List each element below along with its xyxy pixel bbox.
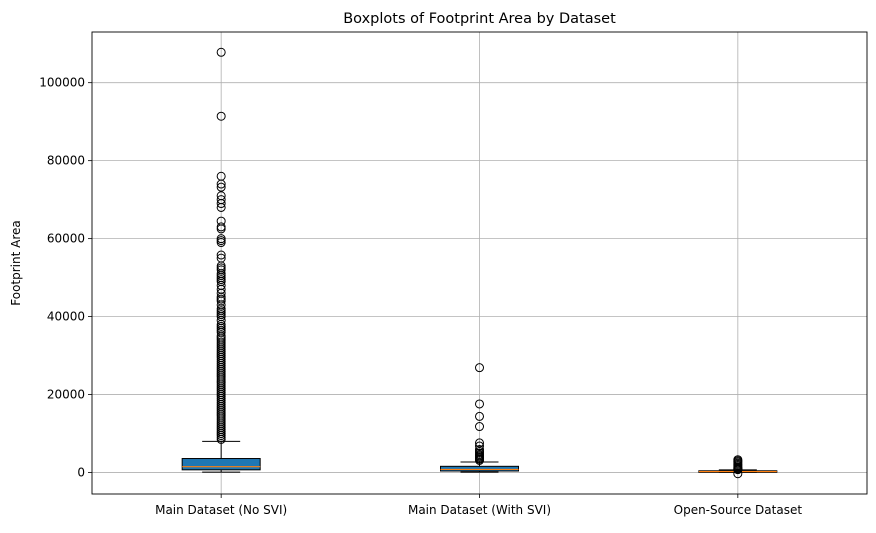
y-tick-label: 80000 [47,154,85,168]
x-tick-label: Open-Source Dataset [674,503,803,517]
outlier-point [475,399,484,409]
outlier-layer [216,47,743,479]
x-tick-label: Main Dataset (No SVI) [155,503,287,517]
outlier-point [216,111,226,121]
outlier-point [475,422,484,432]
outlier-point [216,179,226,189]
outlier-point [475,441,484,451]
outlier-point [475,438,484,448]
iqr-box [181,458,261,471]
outlier-point [733,469,743,479]
iqr-box [440,465,519,472]
outlier-point [475,363,484,373]
outlier-point [216,238,226,248]
outlier-point [216,434,226,444]
chart-title: Boxplots of Footprint Area by Dataset [343,11,616,27]
outlier-point [475,411,484,421]
outlier-point [216,250,226,260]
outlier-point [733,465,743,475]
outlier-point [216,202,226,212]
tick-layer: 0 20000 40000 60000 80000 100000 Main Dataset … [39,76,802,517]
x-tick-label: Main Dataset (With SVI) [408,503,551,517]
outlier-point [216,224,226,234]
outlier-point [216,47,226,57]
y-tick-label: 60000 [47,232,85,246]
y-tick-label: 0 [77,466,85,480]
y-tick-label: 40000 [47,310,85,324]
outlier-point [216,199,226,209]
y-axis-title: Footprint Area [9,220,23,306]
y-tick-label: 100000 [39,76,85,90]
outlier-point [475,455,484,465]
y-tick-label: 20000 [47,388,85,402]
box-group [181,440,261,473]
outlier-point [216,182,226,192]
